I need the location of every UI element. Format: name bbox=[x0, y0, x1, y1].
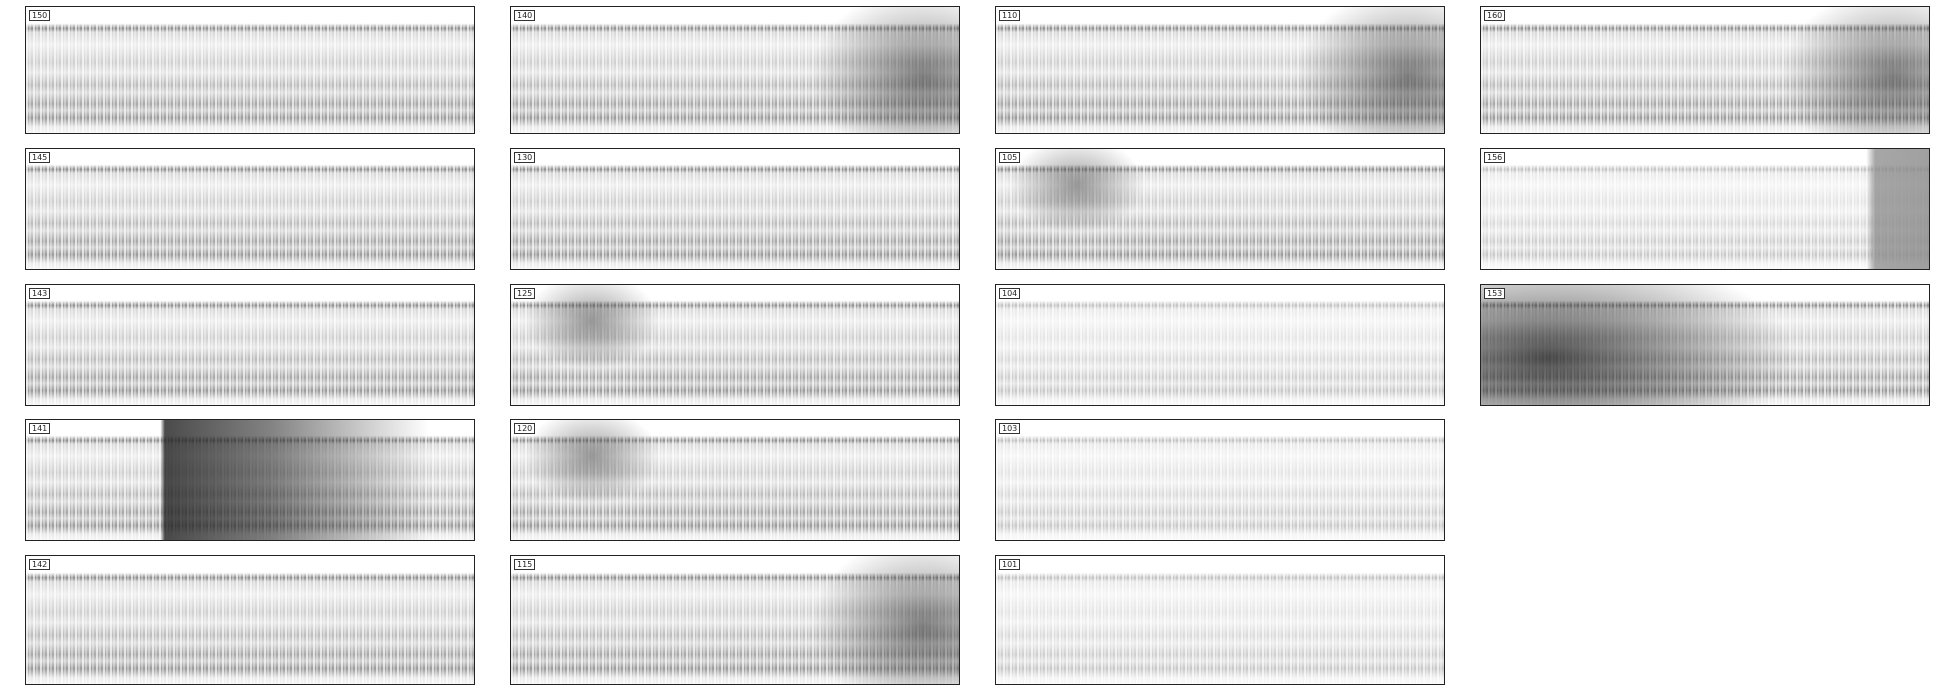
panel-label: 156 bbox=[1484, 152, 1505, 163]
signal-blob bbox=[26, 420, 474, 540]
spectrogram-panel[interactable]: 160 bbox=[1480, 6, 1930, 134]
panel-label: 141 bbox=[29, 423, 50, 434]
signal-blob bbox=[511, 7, 959, 133]
spectrogram-panel[interactable]: 115 bbox=[510, 555, 960, 685]
spectrogram-panel[interactable]: 143 bbox=[25, 284, 475, 406]
spectrogram-panel[interactable]: 101 bbox=[995, 555, 1445, 685]
spectrogram-panel[interactable]: 145 bbox=[25, 148, 475, 270]
signal-blob bbox=[511, 420, 959, 540]
panel-label: 103 bbox=[999, 423, 1020, 434]
panel-label: 143 bbox=[29, 288, 50, 299]
signal-blob bbox=[1481, 7, 1929, 133]
panel-label: 115 bbox=[514, 559, 535, 570]
spectrogram-panel[interactable]: 156 bbox=[1480, 148, 1930, 270]
panel-label: 104 bbox=[999, 288, 1020, 299]
panel-label: 120 bbox=[514, 423, 535, 434]
page: 150 145 143 141 142 140 130 125 120 115 … bbox=[0, 0, 1940, 679]
spectrogram-panel[interactable]: 104 bbox=[995, 284, 1445, 406]
panel-label: 105 bbox=[999, 152, 1020, 163]
signal-blob bbox=[511, 285, 959, 405]
signal-blob bbox=[996, 149, 1444, 269]
panel-label: 140 bbox=[514, 10, 535, 21]
spectrogram-panel[interactable]: 110 bbox=[995, 6, 1445, 134]
spectrogram-panel[interactable]: 150 bbox=[25, 6, 475, 134]
panel-label: 130 bbox=[514, 152, 535, 163]
panel-label: 142 bbox=[29, 559, 50, 570]
panel-label: 110 bbox=[999, 10, 1020, 21]
spectrogram-panel[interactable]: 105 bbox=[995, 148, 1445, 270]
panel-label: 101 bbox=[999, 559, 1020, 570]
panel-label: 125 bbox=[514, 288, 535, 299]
panel-label: 160 bbox=[1484, 10, 1505, 21]
spectrogram-panel[interactable]: 142 bbox=[25, 555, 475, 685]
spectrogram-panel[interactable]: 140 bbox=[510, 6, 960, 134]
spectrogram-panel[interactable]: 125 bbox=[510, 284, 960, 406]
signal-blob bbox=[1481, 285, 1929, 405]
signal-blob bbox=[1481, 149, 1929, 269]
signal-blob bbox=[511, 556, 959, 684]
panel-label: 145 bbox=[29, 152, 50, 163]
spectrogram-panel[interactable]: 103 bbox=[995, 419, 1445, 541]
panel-label: 153 bbox=[1484, 288, 1505, 299]
signal-blob bbox=[996, 7, 1444, 133]
spectrogram-panel[interactable]: 153 bbox=[1480, 284, 1930, 406]
panel-label: 150 bbox=[29, 10, 50, 21]
spectrogram-panel[interactable]: 120 bbox=[510, 419, 960, 541]
spectrogram-panel[interactable]: 130 bbox=[510, 148, 960, 270]
spectrogram-panel[interactable]: 141 bbox=[25, 419, 475, 541]
